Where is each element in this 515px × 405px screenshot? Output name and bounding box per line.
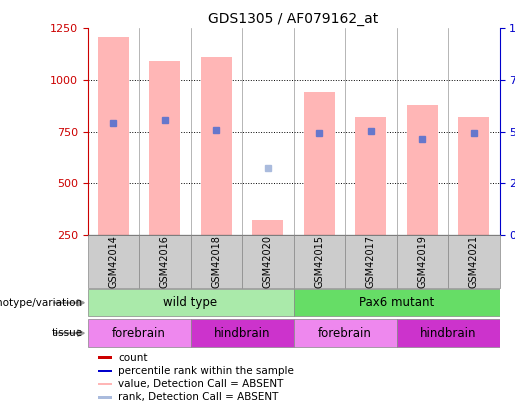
Title: GDS1305 / AF079162_at: GDS1305 / AF079162_at [209,12,379,26]
Text: GSM42020: GSM42020 [263,235,273,288]
Text: GSM42018: GSM42018 [211,235,221,288]
Bar [448,235,500,288]
Bar [98,396,112,399]
Text: wild type: wild type [163,296,218,309]
Text: GSM42017: GSM42017 [366,235,376,288]
Bar [88,320,191,347]
Text: rank, Detection Call = ABSENT: rank, Detection Call = ABSENT [118,392,279,402]
Bar [345,235,397,288]
Bar [397,235,448,288]
Bar [294,235,345,288]
Bar [304,92,335,235]
Bar [98,370,112,372]
Text: value, Detection Call = ABSENT: value, Detection Call = ABSENT [118,379,284,389]
Text: GSM42015: GSM42015 [314,235,324,288]
Bar [149,62,180,235]
Bar [294,320,397,347]
Text: forebrain: forebrain [112,326,166,340]
Bar [397,320,500,347]
Bar [201,57,232,235]
Text: hindbrain: hindbrain [214,326,270,340]
Bar [407,105,438,235]
Text: tissue: tissue [52,328,82,338]
Bar [98,383,112,386]
Bar [191,320,294,347]
Bar [98,36,129,235]
Text: GSM42019: GSM42019 [417,235,427,288]
Bar [88,235,139,288]
Text: percentile rank within the sample: percentile rank within the sample [118,366,295,376]
Text: Pax6 mutant: Pax6 mutant [359,296,434,309]
Bar [252,220,283,235]
Bar [139,235,191,288]
Bar [88,289,294,316]
Text: forebrain: forebrain [318,326,372,340]
Bar [458,117,489,235]
Text: GSM42016: GSM42016 [160,235,170,288]
Text: count: count [118,353,148,363]
Bar [98,356,112,359]
Bar [242,235,294,288]
Text: genotype/variation: genotype/variation [0,298,82,308]
Text: GSM42021: GSM42021 [469,235,479,288]
Text: hindbrain: hindbrain [420,326,476,340]
Bar [191,235,242,288]
Bar [294,289,500,316]
Text: GSM42014: GSM42014 [108,235,118,288]
Bar [355,117,386,235]
